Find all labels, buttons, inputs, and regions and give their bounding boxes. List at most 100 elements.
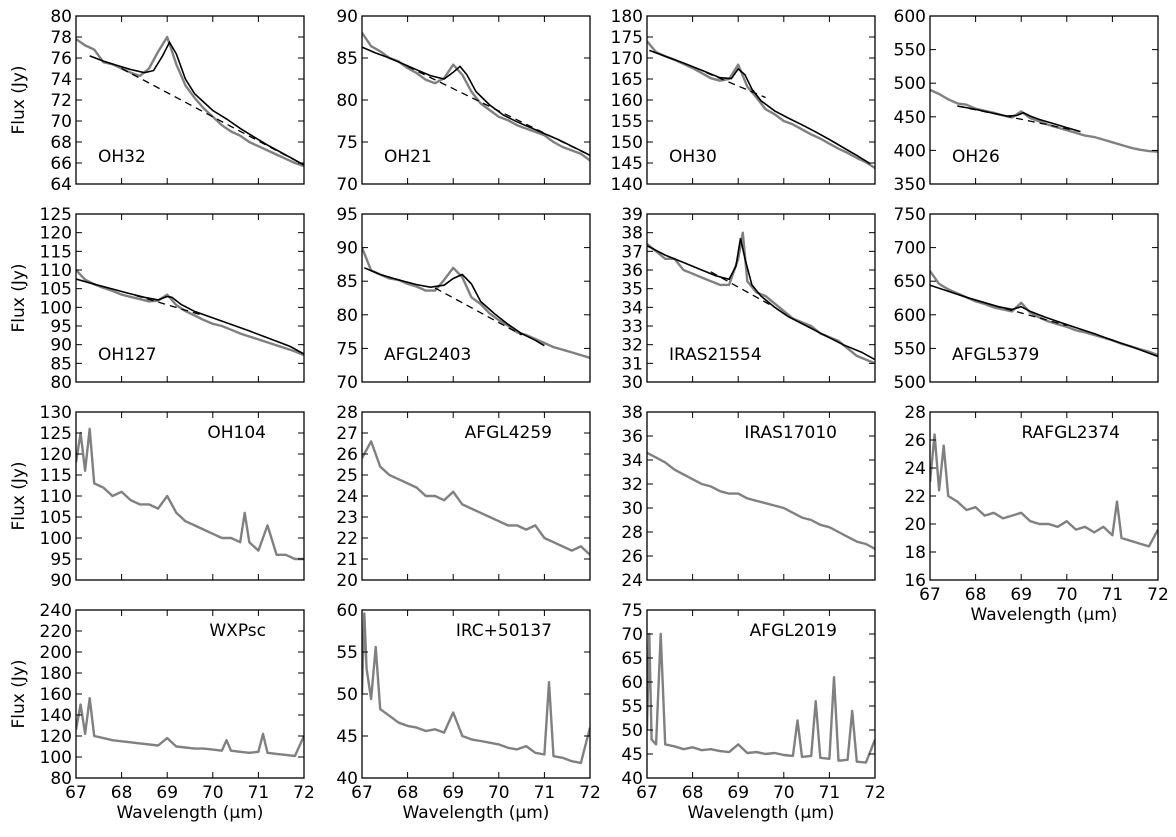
y-tick-label: 550: [894, 41, 926, 61]
continuum-line: [957, 105, 1081, 133]
object-label: AFGL5379: [952, 345, 1039, 365]
x-tick-label: 68: [965, 585, 987, 605]
y-tick-label: 90: [50, 571, 72, 591]
spectrum-line: [647, 231, 875, 365]
y-tick-label: 95: [50, 317, 72, 337]
y-tick-label: 36: [621, 427, 643, 447]
y-tick-label: 21: [336, 550, 358, 570]
y-tick-label: 66: [50, 154, 72, 174]
continuum-line: [121, 67, 304, 166]
y-tick-label: 55: [621, 697, 643, 717]
y-tick-label: 400: [894, 141, 926, 161]
x-tick-label: 72: [864, 783, 886, 803]
panel-afgl2019: 40 45 50 55 60 65 70 75 67 68 69 70 71 72 AFGL2019 Wave…: [621, 601, 885, 823]
y-tick-label: 24: [904, 459, 926, 479]
y-tick-label: 18: [904, 543, 926, 563]
panel-oh26: 350 400 450 500 550 600 OH26: [894, 7, 1159, 195]
y-tick-label: 95: [336, 205, 358, 225]
y-tick-label: 26: [904, 431, 926, 451]
x-tick-label: 68: [397, 783, 419, 803]
y-tick-label: 110: [40, 261, 72, 281]
y-tick-label: 125: [40, 424, 72, 444]
y-tick-label: 240: [40, 601, 72, 621]
object-label: OH30: [669, 147, 717, 167]
y-axis-label: Flux (Jy): [9, 659, 29, 728]
y-tick-label: 120: [40, 727, 72, 747]
object-label: OH32: [98, 147, 146, 167]
y-tick-label: 90: [50, 336, 72, 356]
y-tick-label: 28: [336, 403, 358, 423]
y-tick-label: 45: [336, 727, 358, 747]
y-tick-label: 37: [621, 242, 643, 262]
y-tick-label: 75: [621, 601, 643, 621]
y-tick-label: 80: [336, 306, 358, 326]
y-tick-label: 155: [611, 112, 643, 132]
continuum-line: [710, 271, 775, 308]
y-tick-label: 34: [621, 451, 643, 471]
plot-frame: [361, 213, 591, 383]
object-label: OH127: [98, 345, 157, 365]
y-tick-label: 35: [621, 280, 643, 300]
y-tick-label: 150: [611, 133, 643, 153]
object-label: OH21: [384, 147, 432, 167]
y-tick-label: 55: [336, 643, 358, 663]
y-tick-label: 32: [621, 336, 643, 356]
x-tick-label: 67: [65, 783, 87, 803]
x-tick-label: 68: [682, 783, 704, 803]
plot-frame: [929, 15, 1159, 185]
object-label: OH104: [207, 423, 266, 443]
object-label: OH26: [952, 147, 1000, 167]
x-tick-label: 67: [919, 585, 941, 605]
spectrum-line: [930, 88, 1158, 153]
object-label: WXPsc: [209, 621, 266, 641]
x-tick-label: 72: [293, 783, 315, 803]
y-tick-label: 76: [50, 49, 72, 69]
y-tick-label: 31: [621, 354, 643, 374]
y-tick-label: 36: [621, 261, 643, 281]
y-tick-label: 70: [50, 112, 72, 132]
y-tick-label: 38: [621, 403, 643, 423]
x-axis-label: Wavelength (μm): [971, 605, 1118, 625]
y-tick-label: 27: [336, 424, 358, 444]
x-tick-label: 70: [1056, 585, 1078, 605]
x-tick-label: 70: [202, 783, 224, 803]
continuum-line: [706, 72, 766, 99]
plot-frame: [75, 213, 305, 383]
x-axis-label: Wavelength (μm): [688, 803, 835, 823]
spectrum-line: [362, 612, 590, 765]
y-tick-label: 85: [336, 272, 358, 292]
y-tick-label: 180: [611, 7, 643, 27]
spectrum-line: [362, 32, 590, 162]
y-tick-label: 115: [40, 242, 72, 262]
y-tick-label: 85: [336, 49, 358, 69]
x-tick-label: 68: [111, 783, 133, 803]
y-tick-label: 500: [894, 74, 926, 94]
y-tick-label: 74: [50, 70, 72, 90]
object-label: IRAS21554: [669, 345, 762, 365]
y-tick-label: 80: [50, 7, 72, 27]
object-label: IRAS17010: [744, 423, 837, 443]
y-tick-label: 220: [40, 622, 72, 642]
y-tick-label: 650: [894, 272, 926, 292]
panel-iras17010: 24 26 28 30 32 34 36 38 IRAS17010: [621, 403, 876, 591]
x-tick-label: 71: [534, 783, 556, 803]
fit-line: [930, 284, 1158, 358]
y-tick-label: 20: [904, 515, 926, 535]
y-tick-label: 34: [621, 298, 643, 318]
y-tick-label: 70: [621, 625, 643, 645]
y-tick-label: 65: [621, 649, 643, 669]
y-tick-label: 105: [40, 280, 72, 300]
y-tick-label: 20: [336, 571, 358, 591]
y-axis-label: Flux (Jy): [9, 65, 29, 134]
y-tick-label: 64: [50, 175, 72, 195]
y-tick-label: 550: [894, 339, 926, 359]
y-tick-label: 350: [894, 175, 926, 195]
plot-frame: [646, 609, 876, 779]
x-tick-label: 71: [819, 783, 841, 803]
y-tick-label: 125: [40, 205, 72, 225]
y-tick-label: 38: [621, 224, 643, 244]
y-tick-label: 165: [611, 70, 643, 90]
